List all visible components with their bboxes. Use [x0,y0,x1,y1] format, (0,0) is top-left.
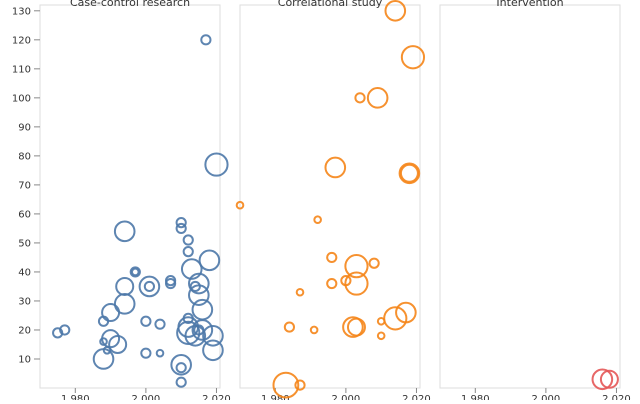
data-point [108,334,128,354]
data-point [175,376,187,388]
data-point [113,220,136,243]
data-point [309,325,319,335]
data-point [272,371,300,399]
data-point [344,254,369,279]
data-point [140,347,152,359]
data-point [191,298,214,321]
data-point [164,277,177,290]
data-point [344,271,369,296]
data-point [202,339,224,362]
y-tick-label: 90 [18,122,31,133]
y-tick-label: 10 [18,354,31,365]
data-point [180,258,203,280]
data-point [354,92,366,104]
data-point [326,277,338,290]
x-tick-label: 2 000 [532,394,561,400]
axes: 1 980 2 000 2 020 1 980 2 000 2 020 1 980 2 000… [12,6,631,404]
data-point [376,331,386,341]
panel-frame [239,4,421,389]
data-point [193,324,205,336]
data-point [52,327,64,339]
panel-frame [39,4,221,389]
data-point [175,362,187,374]
panel-titles: Case-control research Correlational study… [70,0,564,9]
data-point [188,284,210,306]
x-tick-label: 2 000 [132,394,161,400]
data-point [295,287,305,297]
data-point [313,215,322,225]
data-point [294,379,306,391]
y-tick-label: 110 [12,64,31,75]
data-point [182,246,194,258]
data-point [599,369,619,389]
data-point [198,249,221,272]
panel-frames [39,4,621,389]
data-point [342,316,364,338]
data-point [113,293,136,315]
data-point [170,353,192,376]
data-point [326,251,338,264]
data-point [384,0,407,22]
panel-title: Case-control research [70,0,190,9]
data-point [398,162,421,185]
data-point [235,200,245,210]
data-point [175,222,187,235]
data-point [92,348,115,370]
data-point [399,163,419,183]
x-tick-label: 1 980 [261,394,290,400]
x-tick-label: 2 020 [602,394,631,400]
data-point [143,280,156,293]
data-point [182,234,194,246]
data-point [189,280,201,293]
data-point [383,306,408,331]
data-point [138,275,161,298]
panel-title: Intervention [496,0,563,9]
data-point [130,267,140,277]
y-tick-label: 100 [12,93,31,104]
data-point [202,324,224,347]
y-tick-label: 130 [12,6,31,17]
data-point [283,321,296,333]
data-point [324,156,347,179]
y-tick-label: 30 [18,296,31,307]
data-point [140,315,152,327]
y-tick-label: 40 [18,267,31,278]
data-point [346,317,366,337]
data-point [200,34,212,46]
y-tick-label: 120 [12,35,31,46]
y-tick-label: 20 [18,325,31,336]
panel-frame [439,4,621,389]
data-point [176,320,201,345]
y-tick-label: 60 [18,209,31,220]
data-point [188,272,210,295]
data-point [395,301,417,324]
x-tick-label: 2 020 [202,394,231,400]
data-point [101,303,121,323]
data-point [591,368,614,391]
data-point [175,217,187,229]
data-point [191,319,214,341]
y-tick-label: 70 [18,180,31,191]
data-point [155,348,165,358]
y-tick-label: 50 [18,238,31,249]
x-tick-label: 2 020 [402,394,431,400]
data-point [154,318,166,330]
x-tick-label: 1 980 [61,394,90,400]
y-tick-label: 80 [18,151,31,162]
data-point [366,87,389,109]
data-point [204,152,229,177]
x-tick-label: 2 000 [332,394,361,400]
panel-title: Correlational study [278,0,383,9]
x-tick-label: 1 980 [461,394,490,400]
data-point [129,266,141,278]
data-points [52,0,619,399]
data-point [368,257,380,269]
data-point [400,45,426,70]
data-point [59,324,71,336]
data-point [115,276,135,296]
